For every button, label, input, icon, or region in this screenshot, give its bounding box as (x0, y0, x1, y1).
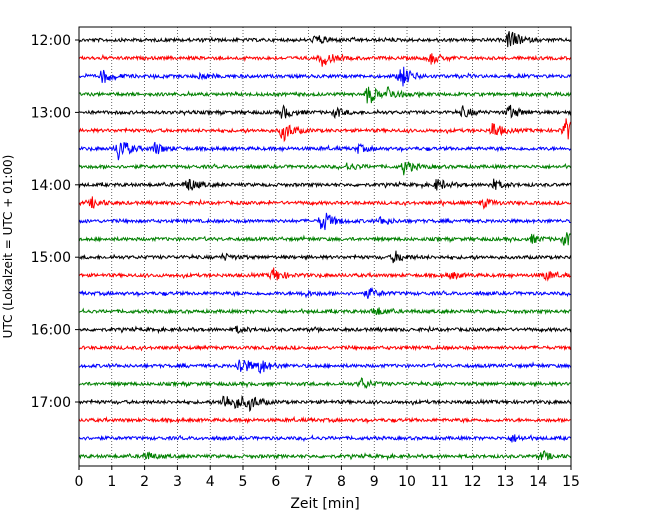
y-axis-ticks: 12:00 13:00 14:00 15:00 16:00 17:00 (31, 33, 79, 411)
x-tick-label: 10 (398, 474, 416, 490)
trace-1330 (78, 141, 572, 161)
trace-1645 (78, 377, 572, 390)
y-axis-label: UTC (Lokalzeit = UTC + 01:00) (1, 155, 15, 339)
trace-1630 (78, 359, 572, 374)
y-tick-label: 17:00 (31, 395, 71, 411)
trace-1515 (78, 267, 572, 282)
trace-1215 (78, 53, 572, 67)
x-tick-label: 9 (370, 474, 379, 490)
trace-1715 (78, 415, 572, 425)
trace-1415 (78, 196, 572, 210)
x-tick-label: 8 (337, 474, 346, 490)
trace-1500 (78, 250, 572, 264)
x-tick-label: 6 (271, 474, 280, 490)
trace-1430 (78, 212, 572, 231)
x-axis-ticks: 0 1 2 3 4 5 6 7 8 9 10 11 12 13 14 15 (75, 466, 580, 490)
x-tick-label: 12 (464, 474, 482, 490)
y-tick-label: 15:00 (31, 250, 71, 266)
trace-1445 (78, 232, 572, 246)
trace-1315 (78, 118, 572, 143)
y-tick-label: 12:00 (31, 33, 71, 49)
trace-1545 (78, 307, 572, 316)
vertical-grid (111, 27, 539, 466)
trace-1300 (78, 104, 572, 120)
y-tick-label: 13:00 (31, 105, 71, 121)
trace-1230 (78, 66, 572, 87)
trace-1530 (78, 286, 572, 299)
trace-1245 (78, 86, 572, 104)
y-tick-label: 14:00 (31, 178, 71, 194)
trace-1615 (78, 343, 572, 352)
seismic-traces (78, 31, 572, 461)
x-tick-label: 11 (431, 474, 449, 490)
trace-1400 (78, 178, 572, 191)
trace-1745 (78, 449, 572, 461)
y-tick-label: 16:00 (31, 323, 71, 339)
x-tick-label: 7 (304, 474, 313, 490)
trace-1200 (78, 31, 572, 48)
x-tick-label: 2 (140, 474, 149, 490)
x-tick-label: 15 (562, 474, 580, 490)
trace-1600 (78, 325, 572, 335)
x-axis-label: Zeit [min] (290, 496, 359, 512)
trace-1730 (78, 434, 572, 443)
trace-1700 (78, 395, 572, 413)
x-tick-label: 4 (206, 474, 215, 490)
plot-frame (78, 26, 572, 467)
x-tick-label: 0 (75, 474, 84, 490)
x-tick-label: 13 (496, 474, 514, 490)
x-tick-label: 14 (529, 474, 547, 490)
x-tick-label: 1 (107, 474, 116, 490)
x-tick-label: 3 (173, 474, 182, 490)
x-tick-label: 5 (239, 474, 248, 490)
trace-1345 (78, 161, 572, 176)
